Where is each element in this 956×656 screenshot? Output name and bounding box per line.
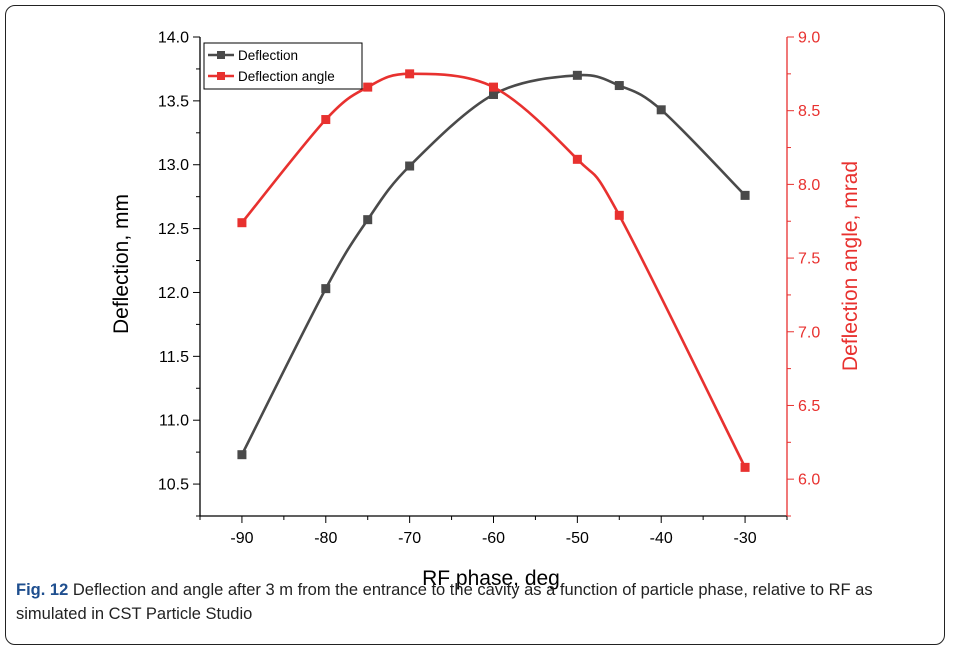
x-tick-label: -90 xyxy=(230,530,253,547)
y-right-tick-label: 9.0 xyxy=(798,30,820,47)
x-tick-label: -50 xyxy=(566,530,589,547)
y-axis-left-label: Deflection, mm xyxy=(110,194,133,334)
x-tick-label: -30 xyxy=(734,530,757,547)
y-right-tick-label: 7.0 xyxy=(798,324,820,341)
y-left-tick-label: 13.0 xyxy=(158,157,189,174)
y-left-tick-label: 12.0 xyxy=(158,285,189,302)
x-tick-label: -70 xyxy=(398,530,421,547)
series-line-deflection xyxy=(240,73,746,456)
legend-marker-deflection xyxy=(217,51,225,59)
data-point-deflection-angle xyxy=(489,82,498,92)
y-right-tick-label: 8.0 xyxy=(798,177,820,194)
legend-label-deflection: Deflection xyxy=(238,48,298,63)
figure-caption: Fig. 12 Deflection and angle after 3 m f… xyxy=(16,578,936,626)
legend-label-deflection-angle: Deflection angle xyxy=(238,69,335,84)
data-point-deflection-angle xyxy=(614,210,624,220)
data-point-deflection-angle xyxy=(405,69,415,79)
data-point-deflection xyxy=(489,89,498,99)
y-right-tick-label: 6.5 xyxy=(798,398,820,415)
legend-marker-deflection-angle xyxy=(217,72,225,80)
x-tick-label: -80 xyxy=(314,530,337,547)
y-left-tick-label: 11.0 xyxy=(159,413,189,430)
data-point-deflection xyxy=(656,105,666,115)
data-point-deflection xyxy=(614,81,624,91)
data-point-deflection xyxy=(740,190,750,200)
x-tick-label: -60 xyxy=(482,530,505,547)
data-point-deflection xyxy=(363,215,373,225)
y-left-tick-label: 11.5 xyxy=(159,349,189,366)
y-right-tick-label: 7.5 xyxy=(798,251,820,268)
data-point-deflection-angle xyxy=(572,154,582,164)
y-left-tick-label: 10.5 xyxy=(158,477,189,494)
data-point-deflection xyxy=(405,161,415,171)
data-point-deflection-angle xyxy=(363,82,373,92)
data-point-deflection-angle xyxy=(740,462,750,472)
y-right-tick-label: 6.0 xyxy=(798,472,820,489)
caption-text: Deflection and angle after 3 m from the … xyxy=(16,581,873,623)
y-left-tick-label: 12.5 xyxy=(158,221,189,238)
data-point-deflection-angle xyxy=(321,115,331,125)
y-right-tick-label: 8.5 xyxy=(798,103,820,120)
data-point-deflection xyxy=(321,284,331,294)
data-point-deflection-angle xyxy=(237,218,247,228)
x-tick-label: -40 xyxy=(650,530,673,547)
data-point-deflection xyxy=(237,450,247,460)
caption-label: Fig. 12 xyxy=(16,581,69,599)
y-left-tick-label: 14.0 xyxy=(158,30,189,47)
figure-frame xyxy=(5,5,945,645)
legend-box xyxy=(203,42,363,90)
data-point-deflection xyxy=(572,70,582,80)
series-line-deflection-angle xyxy=(240,72,747,468)
x-axis-label: RF phase, deg xyxy=(422,567,560,590)
y-left-tick-label: 13.5 xyxy=(158,93,189,110)
y-axis-right-label: Deflection angle, mrad xyxy=(839,161,862,371)
